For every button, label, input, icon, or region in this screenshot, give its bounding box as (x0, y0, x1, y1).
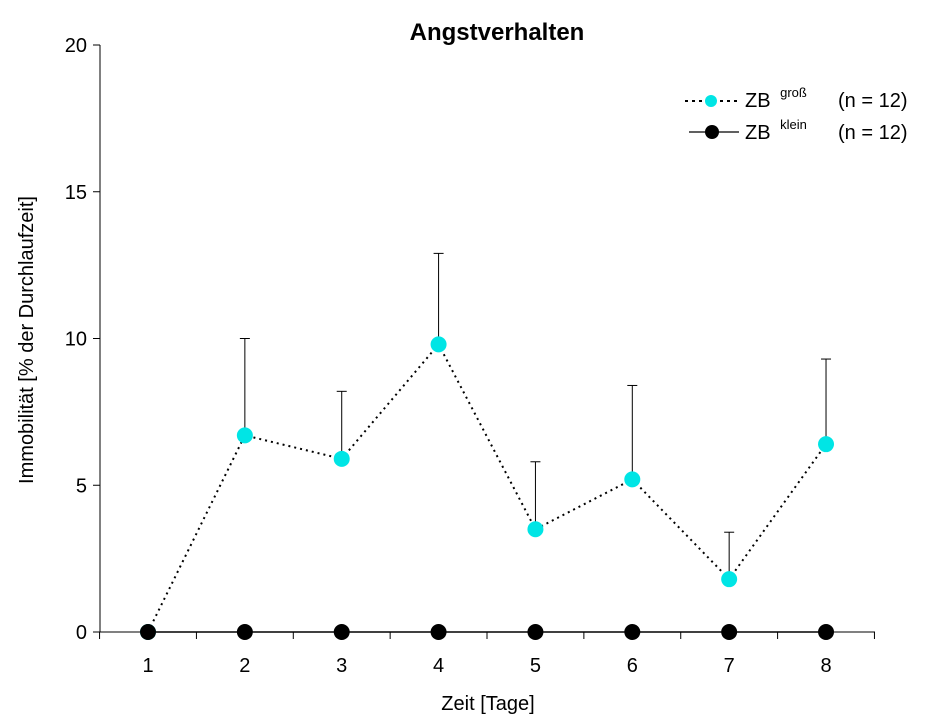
x-axis-label: Zeit [Tage] (441, 693, 534, 715)
data-point-klein (527, 624, 544, 640)
x-tick-label: 3 (336, 655, 347, 677)
data-point-klein (236, 624, 253, 640)
data-point-klein (624, 624, 641, 640)
x-tick-label: 6 (627, 655, 638, 677)
data-point-klein (430, 624, 447, 640)
data-point-klein (333, 624, 350, 640)
svg-text:ZB groß: ZB groß (745, 85, 807, 112)
legend-n-klein: (n = 12) (838, 122, 907, 144)
data-point-klein (721, 624, 738, 640)
y-axis-label: Immobilität [% der Durchlaufzeit] (16, 196, 38, 484)
x-tick-label: 7 (724, 655, 735, 677)
y-tick-label: 15 (65, 182, 87, 204)
legend-marker-klein (705, 125, 719, 139)
y-tick-label: 10 (65, 329, 87, 351)
data-point-gross (624, 471, 641, 488)
y-tick-label: 5 (76, 475, 87, 497)
legend-label-gross: ZB (745, 90, 771, 112)
svg-text:ZB klein: ZB klein (745, 117, 807, 144)
x-tick-label: 5 (530, 655, 541, 677)
data-point-gross (527, 521, 544, 538)
data-point-gross (236, 427, 253, 444)
legend: ZB groß (n = 12) ZB klein (n = 12) (685, 85, 907, 144)
legend-n-gross: (n = 12) (838, 90, 907, 112)
data-point-gross (818, 436, 835, 453)
y-tick-label: 20 (65, 35, 87, 57)
x-tick-label: 2 (239, 655, 250, 677)
legend-item-gross: ZB groß (n = 12) (685, 85, 907, 112)
data-point-klein (818, 624, 835, 640)
legend-sup-gross: groß (780, 85, 807, 100)
x-tick-label: 1 (142, 655, 153, 677)
series-line-gross (147, 342, 827, 633)
x-tick-label: 8 (820, 655, 831, 677)
series-layer (140, 252, 835, 640)
data-point-gross (721, 571, 738, 588)
legend-marker-gross (705, 95, 717, 107)
x-ticks: 1 2 3 4 5 6 7 8 (99, 632, 875, 677)
data-point-gross (333, 450, 350, 467)
legend-item-klein: ZB klein (n = 12) (689, 117, 907, 144)
data-point-klein (140, 624, 156, 640)
y-tick-label: 0 (76, 622, 87, 644)
legend-label-klein: ZB (745, 122, 771, 144)
x-tick-label: 4 (433, 655, 444, 677)
legend-sup-klein: klein (780, 117, 807, 132)
chart-title: Angstverhalten (410, 19, 585, 46)
data-point-gross (430, 336, 447, 353)
y-ticks: 0 5 10 15 20 (65, 35, 100, 644)
